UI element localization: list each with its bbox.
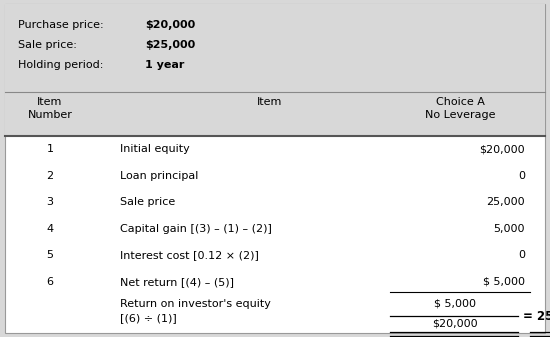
Text: 25,000: 25,000 — [486, 197, 525, 207]
Text: Item: Item — [257, 97, 283, 107]
Text: Loan principal: Loan principal — [120, 171, 199, 181]
Bar — [5, 4, 545, 92]
Text: Sale price:: Sale price: — [18, 40, 77, 50]
Text: $25,000: $25,000 — [145, 40, 195, 50]
Text: Net return [(4) – (5)]: Net return [(4) – (5)] — [120, 277, 234, 287]
Text: Purchase price:: Purchase price: — [18, 20, 103, 30]
Bar — [5, 92, 545, 136]
Text: 5: 5 — [47, 250, 53, 260]
Text: 4: 4 — [46, 224, 53, 234]
Text: [(6) ÷ (1)]: [(6) ÷ (1)] — [120, 313, 177, 323]
Text: $ 5,000: $ 5,000 — [434, 298, 476, 308]
Text: $20,000: $20,000 — [480, 144, 525, 154]
Text: $ 5,000: $ 5,000 — [483, 277, 525, 287]
Text: $20,000: $20,000 — [432, 318, 478, 328]
Text: 0: 0 — [518, 171, 525, 181]
Text: 1: 1 — [47, 144, 53, 154]
Text: 1 year: 1 year — [145, 60, 184, 70]
Text: 6: 6 — [47, 277, 53, 287]
Text: Interest cost [0.12 × (2)]: Interest cost [0.12 × (2)] — [120, 250, 259, 260]
Text: Capital gain [(3) – (1) – (2)]: Capital gain [(3) – (1) – (2)] — [120, 224, 272, 234]
Text: $20,000: $20,000 — [145, 20, 195, 30]
Text: Sale price: Sale price — [120, 197, 175, 207]
Text: Initial equity: Initial equity — [120, 144, 190, 154]
Text: Choice A
No Leverage: Choice A No Leverage — [425, 97, 495, 120]
Text: = 25%: = 25% — [523, 309, 550, 323]
Text: Return on investor's equity: Return on investor's equity — [120, 299, 271, 309]
Text: 3: 3 — [47, 197, 53, 207]
Text: Holding period:: Holding period: — [18, 60, 103, 70]
Text: Item
Number: Item Number — [28, 97, 73, 120]
Text: 0: 0 — [518, 250, 525, 260]
Text: 5,000: 5,000 — [493, 224, 525, 234]
Text: 2: 2 — [46, 171, 53, 181]
